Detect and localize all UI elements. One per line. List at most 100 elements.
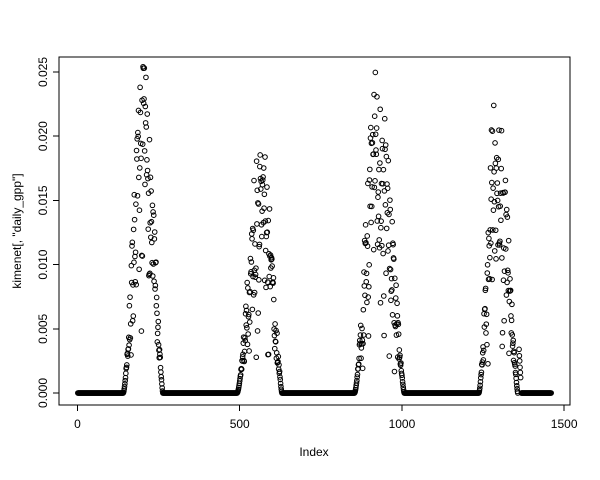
data-point xyxy=(278,386,285,393)
data-point xyxy=(364,299,370,306)
data-point xyxy=(514,390,521,396)
data-point xyxy=(157,351,163,358)
data-point xyxy=(254,221,260,227)
data-point xyxy=(141,148,148,154)
data-point xyxy=(381,115,388,122)
data-point xyxy=(129,239,136,246)
data-point xyxy=(146,136,153,143)
data-point xyxy=(154,310,160,317)
data-point xyxy=(150,209,156,215)
data-point xyxy=(153,259,159,265)
data-point xyxy=(497,203,504,209)
data-point xyxy=(364,233,371,239)
data-point xyxy=(363,278,370,285)
y-tick-label: 0.010 xyxy=(36,249,50,279)
data-point xyxy=(488,240,494,246)
data-point xyxy=(129,243,135,249)
data-point xyxy=(508,317,515,324)
data-point xyxy=(392,275,398,282)
data-point xyxy=(494,180,501,186)
data-point xyxy=(395,331,402,337)
data-point xyxy=(488,127,495,133)
data-point xyxy=(134,192,141,199)
data-point xyxy=(256,243,262,250)
data-point xyxy=(122,377,128,384)
data-point xyxy=(131,191,138,198)
data-point xyxy=(246,311,252,318)
data-point xyxy=(505,237,512,244)
data-point xyxy=(359,325,365,332)
data-point xyxy=(357,332,364,338)
data-point xyxy=(378,224,384,231)
data-point xyxy=(133,147,140,154)
data-point xyxy=(394,313,401,319)
data-point xyxy=(238,366,245,373)
data-point xyxy=(476,387,483,394)
data-point xyxy=(506,298,513,305)
data-point xyxy=(132,278,139,285)
data-point xyxy=(247,255,254,262)
data-point xyxy=(138,155,144,162)
data-point xyxy=(142,103,149,110)
data-point xyxy=(128,352,134,358)
data-point xyxy=(398,360,404,366)
data-point xyxy=(371,113,378,119)
data-point xyxy=(262,247,269,254)
data-point xyxy=(126,302,133,309)
data-point xyxy=(494,190,500,197)
data-point xyxy=(505,270,511,276)
data-point xyxy=(260,165,267,171)
data-point xyxy=(490,207,497,213)
data-point xyxy=(360,340,366,347)
data-point xyxy=(244,341,251,348)
data-point xyxy=(502,246,509,252)
data-point xyxy=(148,188,154,194)
data-point xyxy=(155,318,162,325)
data-point xyxy=(366,283,372,290)
data-point xyxy=(498,165,505,172)
data-point xyxy=(483,321,490,327)
data-point xyxy=(138,328,145,334)
data-point xyxy=(399,372,405,379)
data-point xyxy=(375,189,382,195)
data-point xyxy=(159,381,165,387)
data-point xyxy=(482,305,488,312)
data-point xyxy=(368,219,374,226)
data-point xyxy=(483,330,489,336)
data-point xyxy=(248,269,254,275)
data-point xyxy=(506,350,512,357)
data-point xyxy=(133,281,140,288)
data-point xyxy=(253,158,260,164)
data-point xyxy=(264,184,270,190)
data-point xyxy=(373,125,380,131)
data-point xyxy=(365,294,372,300)
data-point xyxy=(265,351,272,358)
data-point xyxy=(379,242,385,249)
data-point xyxy=(380,293,387,299)
data-point xyxy=(275,353,282,360)
data-point xyxy=(136,207,143,213)
data-point xyxy=(373,151,380,158)
data-point xyxy=(367,166,373,173)
data-point xyxy=(252,274,259,280)
data-point xyxy=(486,275,493,282)
data-point xyxy=(249,236,255,242)
data-point xyxy=(376,166,382,173)
data-point xyxy=(490,102,497,109)
data-point xyxy=(124,362,130,368)
data-point xyxy=(399,375,406,381)
data-point xyxy=(153,302,160,309)
data-point xyxy=(388,275,395,282)
data-point xyxy=(152,282,159,289)
data-point xyxy=(157,364,164,371)
data-point xyxy=(377,106,384,113)
data-point xyxy=(148,239,155,246)
data-point xyxy=(149,259,155,266)
x-axis-title: Index xyxy=(299,445,329,459)
data-point xyxy=(369,139,376,146)
data-point xyxy=(393,282,399,289)
data-point xyxy=(244,279,250,286)
data-point xyxy=(381,332,387,339)
axes xyxy=(53,56,571,411)
